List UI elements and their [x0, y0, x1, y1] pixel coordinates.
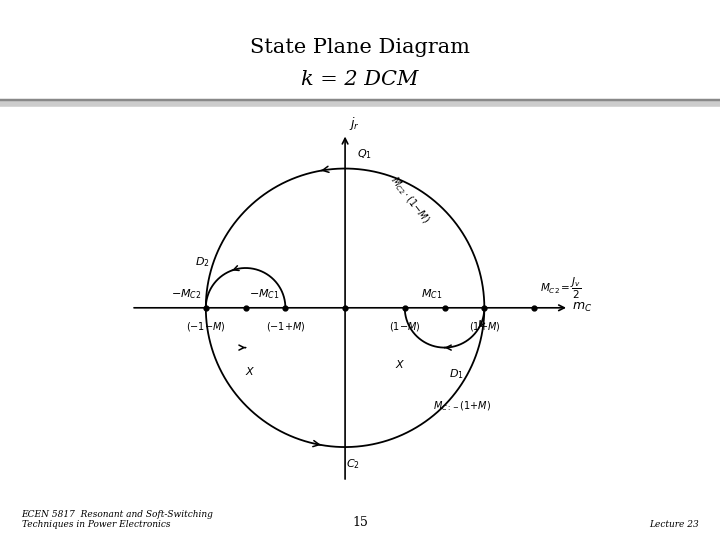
- Text: $M_{C2}=\dfrac{J_v}{2}$: $M_{C2}=\dfrac{J_v}{2}$: [540, 275, 581, 301]
- Text: $-M_{C1}$: $-M_{C1}$: [248, 287, 279, 301]
- Text: $j_r$: $j_r$: [349, 114, 360, 132]
- Text: $X$: $X$: [246, 366, 256, 377]
- Text: $M_{C:-}(1{+}M)$: $M_{C:-}(1{+}M)$: [433, 399, 492, 413]
- Text: $C_2$: $C_2$: [346, 457, 360, 471]
- Text: State Plane Diagram: State Plane Diagram: [250, 38, 470, 57]
- Text: 15: 15: [352, 516, 368, 529]
- Text: $(1{+}M)$: $(1{+}M)$: [469, 320, 500, 333]
- Text: $D_1$: $D_1$: [449, 368, 464, 381]
- Text: Lecture 23: Lecture 23: [649, 520, 698, 529]
- Text: ECEN 5817  Resonant and Soft-Switching
Techniques in Power Electronics: ECEN 5817 Resonant and Soft-Switching Te…: [22, 510, 213, 529]
- Text: k = 2 DCM: k = 2 DCM: [301, 70, 419, 89]
- Text: $m_C$: $m_C$: [572, 301, 592, 314]
- Text: $D_2$: $D_2$: [195, 255, 210, 269]
- Text: $M_{C2}\cdot(1{-}M)$: $M_{C2}\cdot(1{-}M)$: [387, 173, 432, 226]
- Text: $(1{-}M)$: $(1{-}M)$: [389, 320, 420, 333]
- Text: $(-1{+}M)$: $(-1{+}M)$: [266, 320, 305, 333]
- Text: $M_{C1}$: $M_{C1}$: [421, 287, 443, 301]
- Text: $-M_{C2}$: $-M_{C2}$: [171, 287, 202, 301]
- Text: $Q_1$: $Q_1$: [357, 147, 372, 160]
- Text: $(-1{-}M)$: $(-1{-}M)$: [186, 320, 225, 333]
- Text: $X$: $X$: [395, 357, 405, 369]
